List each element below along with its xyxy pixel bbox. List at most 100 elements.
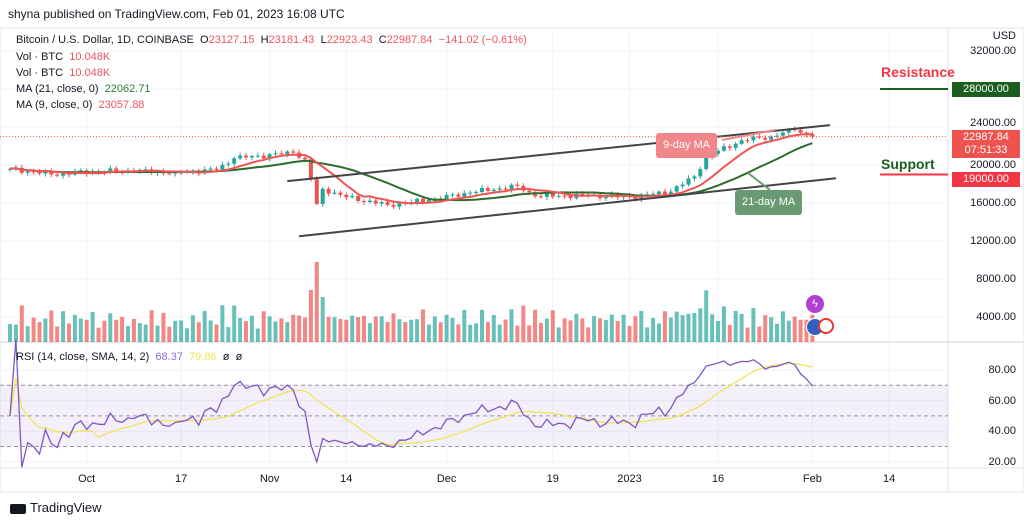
volume-bar xyxy=(226,327,231,342)
symbol-title[interactable]: Bitcoin / U.S. Dollar, 1D, COINBASE xyxy=(16,34,194,46)
volume-bar xyxy=(72,314,77,342)
volume-bar xyxy=(143,324,148,342)
volume-bar xyxy=(279,318,284,342)
candle-body xyxy=(114,168,119,172)
volume-bar xyxy=(185,328,189,342)
rsi-extra-1: ø xyxy=(222,351,230,363)
open-value: 23127.15 xyxy=(208,34,255,46)
volume-bar xyxy=(137,323,142,342)
candle-body xyxy=(415,198,420,203)
events-icon[interactable]: ϟ xyxy=(806,295,824,313)
high-value: 23181.43 xyxy=(268,34,315,46)
vol-value: 10.048K xyxy=(69,51,111,63)
rsi-line xyxy=(9,339,813,468)
volume-bar xyxy=(721,306,726,342)
volume-bar xyxy=(108,313,113,342)
volume-bar xyxy=(686,313,691,342)
volume-bar xyxy=(385,322,390,342)
volume-bar xyxy=(297,315,302,342)
volume-bar xyxy=(727,324,732,342)
volume-bar xyxy=(568,320,573,342)
candle-body xyxy=(238,155,243,159)
candle-body xyxy=(37,172,42,174)
volume-bar xyxy=(574,313,579,342)
candle-body xyxy=(273,153,278,155)
candle-body xyxy=(320,188,325,204)
price-tick: 20000.00 xyxy=(970,159,1016,171)
candle-body xyxy=(303,157,307,160)
candle-body xyxy=(55,174,60,176)
candle-body xyxy=(509,184,514,190)
resistance-price-tag: 28000.00 xyxy=(952,82,1020,97)
candle-body xyxy=(568,195,573,199)
volume-bar xyxy=(462,309,467,342)
publish-info: shyna published on TradingView.com, Feb … xyxy=(8,7,345,21)
candle-body xyxy=(810,134,815,137)
ma21-value: 22062.71 xyxy=(104,83,151,95)
candle-body xyxy=(232,158,237,164)
candle-body xyxy=(308,159,313,180)
vol-value: 10.048K xyxy=(69,67,111,79)
bar-countdown: 07:51:33 xyxy=(964,144,1008,156)
candle-body xyxy=(261,155,266,159)
volume-bar xyxy=(668,317,673,342)
rsi-tick: 80.00 xyxy=(988,364,1016,376)
price-tick: 32000.00 xyxy=(970,45,1016,57)
candle-body xyxy=(244,155,248,158)
ma9-legend[interactable]: MA (9, close, 0) 23057.88 xyxy=(16,99,144,112)
volume-bar xyxy=(415,319,420,342)
high-label: H xyxy=(260,34,269,46)
volume-bar xyxy=(338,318,343,342)
volume-bar xyxy=(303,317,307,342)
candle-body xyxy=(662,191,667,195)
volume-bar xyxy=(432,316,437,342)
rsi-label: RSI (14, close, SMA, 14, 2) xyxy=(16,351,150,363)
volume-bar xyxy=(31,317,36,342)
volume-bar xyxy=(680,315,685,342)
candle-body xyxy=(497,188,502,190)
ma9-value: 23057.88 xyxy=(98,99,145,111)
volume-bar xyxy=(308,290,313,342)
volume-bar xyxy=(651,317,656,342)
candle-body xyxy=(769,136,774,140)
volume-bar xyxy=(126,325,130,342)
volume-bar xyxy=(662,311,667,342)
candle-body xyxy=(562,195,567,197)
tradingview-logo[interactable]: TradingView xyxy=(10,500,102,515)
dividend-icon[interactable] xyxy=(818,318,834,334)
ma21-callout: 21-day MA xyxy=(735,190,803,215)
open-label: O xyxy=(200,34,209,46)
volume-bar xyxy=(120,316,125,342)
ma21-legend[interactable]: MA (21, close, 0) 22062.71 xyxy=(16,83,151,96)
volume-bar xyxy=(202,311,207,342)
volume-bar xyxy=(745,327,750,342)
vol-label: Vol · BTC xyxy=(16,67,64,79)
rsi-extra-2: ø xyxy=(235,351,243,363)
volume-bar xyxy=(527,325,532,342)
candle-body xyxy=(456,194,461,197)
volume-bar xyxy=(480,309,484,342)
ma9-callout-arrow xyxy=(721,129,776,141)
candle-body xyxy=(314,179,319,204)
resistance-label: Resistance xyxy=(881,64,955,80)
time-tick: Dec xyxy=(436,473,457,485)
vol-legend-1[interactable]: Vol · BTC 10.048K xyxy=(16,51,110,64)
volume-bar xyxy=(367,323,372,342)
volume-bar xyxy=(556,327,561,342)
candle-body xyxy=(279,153,284,155)
volume-bar xyxy=(438,322,443,342)
time-tick: 2023 xyxy=(617,473,642,485)
volume-bar xyxy=(232,305,237,342)
candle-body xyxy=(385,202,390,205)
volume-bar xyxy=(356,316,361,342)
time-tick: 14 xyxy=(340,473,353,485)
candle-body xyxy=(249,156,254,158)
volume-bar xyxy=(179,320,184,342)
rsi-legend[interactable]: RSI (14, close, SMA, 14, 2) 68.37 79.86 … xyxy=(16,351,242,364)
volume-bar xyxy=(43,318,48,342)
candle-body xyxy=(367,200,372,203)
volume-bar xyxy=(220,305,225,342)
volume-bar xyxy=(190,315,195,342)
vol-legend-2[interactable]: Vol · BTC 10.048K xyxy=(16,67,110,80)
